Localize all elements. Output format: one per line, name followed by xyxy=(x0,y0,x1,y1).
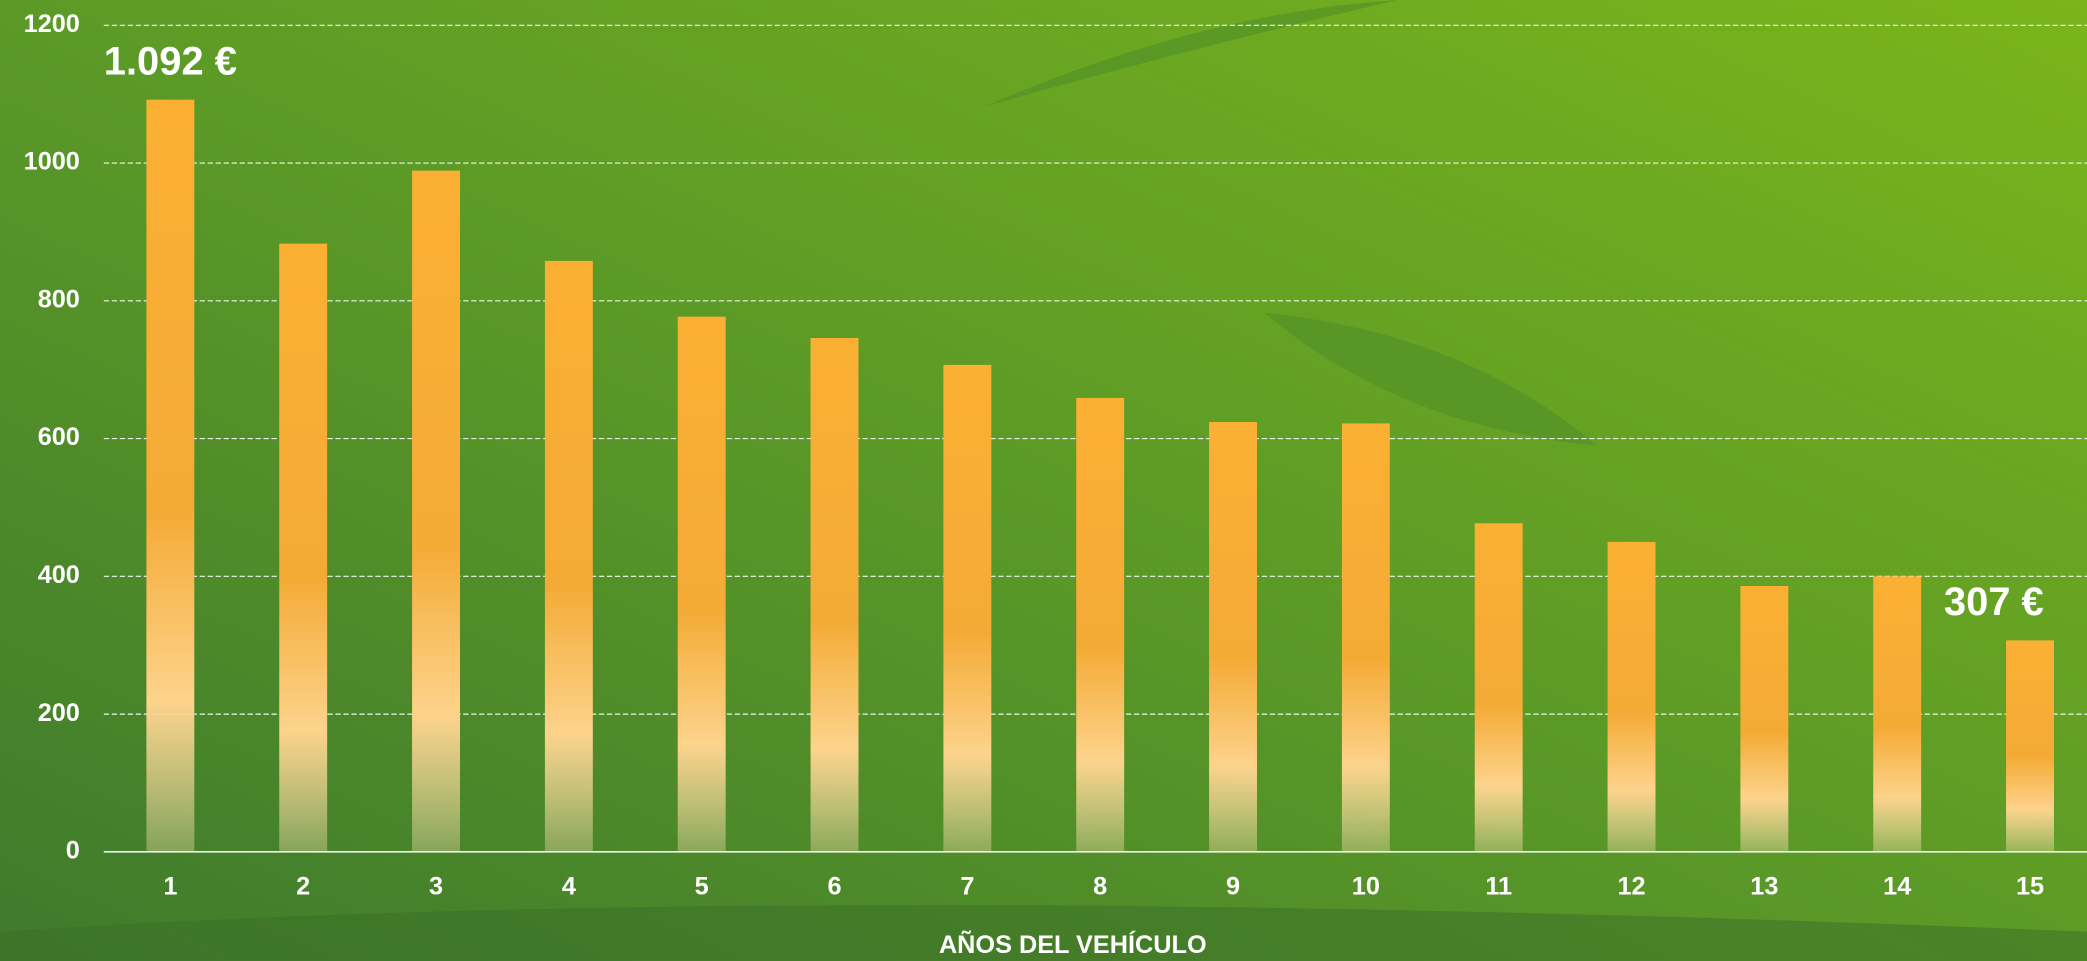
y-tick-label: 1200 xyxy=(24,10,80,38)
x-tick-label: 8 xyxy=(1093,872,1107,900)
x-tick-label: 3 xyxy=(429,872,443,900)
value-label: 307 € xyxy=(1944,580,2044,624)
x-tick-label: 6 xyxy=(828,872,842,900)
y-tick-label: 200 xyxy=(38,699,80,727)
background-wave xyxy=(0,905,2087,961)
x-tick-label: 10 xyxy=(1352,872,1380,900)
x-tick-label: 12 xyxy=(1617,872,1645,900)
bar xyxy=(279,243,328,852)
bar xyxy=(810,338,859,852)
y-tick-label: 600 xyxy=(38,423,80,451)
x-tick-label: 1 xyxy=(163,872,177,900)
x-tick-label: 5 xyxy=(695,872,709,900)
bar xyxy=(1474,523,1523,852)
bar xyxy=(412,170,460,852)
x-tick-label: 11 xyxy=(1485,872,1512,900)
y-tick-label: 0 xyxy=(66,837,80,865)
y-tick-label: 800 xyxy=(38,285,80,313)
bar xyxy=(1209,422,1257,852)
x-tick-label: 4 xyxy=(562,872,576,900)
bar xyxy=(677,316,726,852)
x-tick-label: 9 xyxy=(1226,872,1240,900)
x-tick-label: 7 xyxy=(960,872,974,900)
bar xyxy=(1873,576,1922,852)
bar xyxy=(1607,541,1656,852)
x-axis-label: AÑOS DEL VEHÍCULO xyxy=(939,929,1207,959)
y-tick-label: 400 xyxy=(38,561,80,589)
bar xyxy=(544,260,593,852)
bar xyxy=(1341,423,1390,852)
bar xyxy=(1740,585,1789,852)
x-tick-label: 14 xyxy=(1883,872,1911,900)
value-label: 1.092 € xyxy=(104,39,237,83)
x-tick-label: 15 xyxy=(2016,872,2044,900)
bar xyxy=(2006,640,2054,852)
leaf-decoration xyxy=(1264,312,1598,446)
x-tick-label: 13 xyxy=(1750,872,1778,900)
y-tick-label: 1000 xyxy=(24,148,80,176)
bar xyxy=(146,99,195,852)
bar xyxy=(1076,397,1125,852)
x-tick-label: 2 xyxy=(296,872,310,900)
bar xyxy=(943,364,992,852)
